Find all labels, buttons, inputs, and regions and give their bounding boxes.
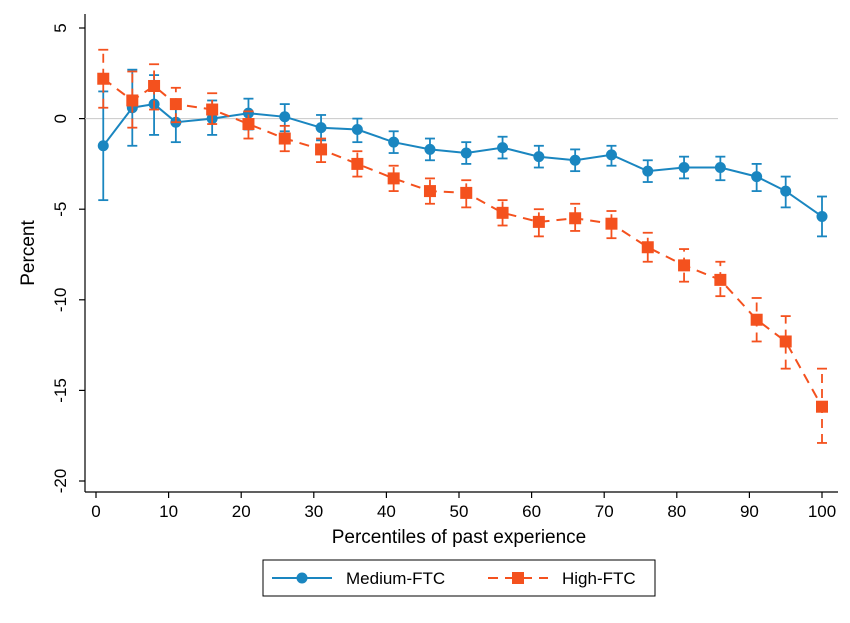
data-point xyxy=(605,217,618,230)
data-point xyxy=(424,143,436,155)
x-tick-label: 60 xyxy=(522,502,541,521)
x-tick-label: 80 xyxy=(667,502,686,521)
x-tick-label: 40 xyxy=(377,502,396,521)
data-point xyxy=(278,132,291,145)
x-axis-title: Percentiles of past experience xyxy=(332,527,587,548)
legend-marker xyxy=(296,572,308,584)
data-point xyxy=(678,259,691,272)
data-point xyxy=(97,72,110,85)
data-point xyxy=(315,143,328,156)
x-tick-label: 70 xyxy=(595,502,614,521)
data-point xyxy=(569,154,581,166)
data-point xyxy=(460,147,472,159)
data-point xyxy=(642,165,654,177)
data-point xyxy=(169,98,182,111)
data-point xyxy=(780,185,792,197)
data-point xyxy=(714,273,727,286)
y-tick-label: 0 xyxy=(51,114,70,123)
x-tick-label: 0 xyxy=(91,502,100,521)
data-point xyxy=(496,206,509,219)
data-point xyxy=(351,157,364,170)
legend-marker xyxy=(512,572,524,584)
y-tick-label: -20 xyxy=(51,469,70,494)
data-point xyxy=(148,79,161,92)
data-point xyxy=(423,185,436,198)
data-point xyxy=(641,241,654,254)
y-axis-title: Percent xyxy=(18,220,39,286)
data-point xyxy=(315,122,327,134)
data-point xyxy=(605,149,617,161)
data-point xyxy=(388,136,400,148)
data-point xyxy=(242,118,255,131)
y-tick-label: -10 xyxy=(51,288,70,313)
y-tick-label: -5 xyxy=(51,202,70,217)
y-tick-label: -15 xyxy=(51,378,70,403)
x-tick-label: 10 xyxy=(159,502,178,521)
series-line xyxy=(102,103,823,218)
data-point xyxy=(460,186,473,199)
legend: Medium-FTC High-FTC xyxy=(262,559,656,597)
data-point xyxy=(714,162,726,174)
data-point xyxy=(750,313,763,326)
x-tick-label: 100 xyxy=(808,502,836,521)
series-line xyxy=(102,77,823,408)
legend-label: Medium-FTC xyxy=(346,569,445,588)
data-point xyxy=(816,400,828,413)
data-point xyxy=(351,123,363,135)
data-point xyxy=(533,151,545,163)
series-medium-ftc xyxy=(97,68,828,238)
data-point xyxy=(387,172,400,185)
x-tick-label: 20 xyxy=(232,502,251,521)
x-tick-label: 30 xyxy=(304,502,323,521)
data-point xyxy=(206,103,219,116)
data-point xyxy=(126,94,139,107)
data-point xyxy=(678,162,690,174)
data-point xyxy=(97,140,109,152)
data-point xyxy=(779,335,792,348)
y-tick-label: 5 xyxy=(51,23,70,32)
legend-label: High-FTC xyxy=(562,569,636,588)
data-point xyxy=(497,142,509,154)
data-point xyxy=(816,210,828,222)
data-point xyxy=(242,107,254,119)
data-point xyxy=(751,171,763,183)
series-high-ftc xyxy=(97,48,828,444)
data-point xyxy=(279,111,291,123)
data-point xyxy=(532,215,545,228)
x-tick-label: 50 xyxy=(450,502,469,521)
series-layer xyxy=(97,48,828,444)
data-point xyxy=(569,212,582,225)
x-tick-label: 90 xyxy=(740,502,759,521)
